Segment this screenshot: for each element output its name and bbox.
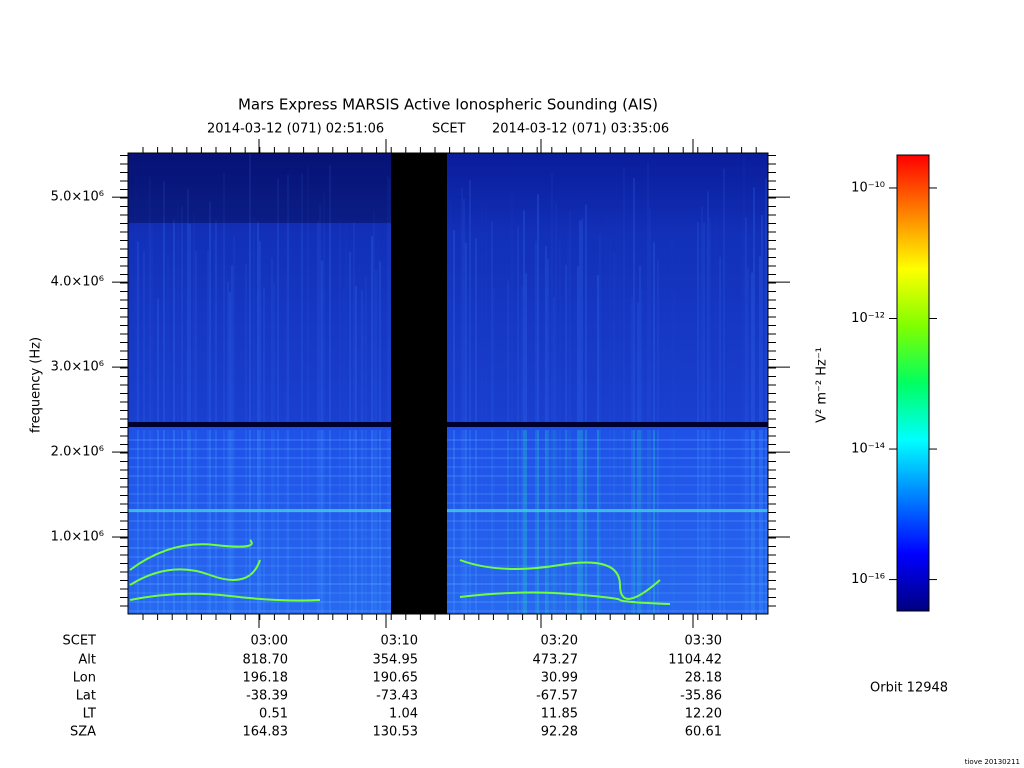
upper-band (128, 153, 768, 425)
row-label: Lon (73, 671, 96, 686)
x-tick-label: 03:10 (381, 634, 418, 649)
ephemeris-cell: 0.51 (259, 707, 288, 722)
ephemeris-cell: 818.70 (243, 653, 289, 668)
row-label: LT (83, 707, 96, 722)
colorbar-tick-label: 10⁻¹² (851, 311, 885, 326)
ephemeris-cell: 92.28 (541, 725, 578, 740)
data-gap (391, 153, 447, 614)
time-scale: SCET (432, 122, 466, 137)
row-label: SCET (63, 634, 97, 649)
minor-ticks (120, 147, 776, 620)
chart-title: Mars Express MARSIS Active Ionospheric S… (238, 96, 658, 114)
trace (459, 591, 671, 605)
y-axis-label: frequency (Hz) (29, 337, 44, 433)
y-tick-label: 5.0×10⁶ (51, 190, 104, 205)
ephemeris-cell: 28.18 (685, 671, 722, 686)
x-tick-label: 03:30 (685, 634, 722, 649)
time-start: 2014-03-12 (071) 02:51:06 (207, 122, 384, 137)
ephemeris-cell: 11.85 (541, 707, 578, 722)
ephemeris-cell: 30.99 (541, 671, 578, 686)
ephemeris-cell: 12.20 (685, 707, 722, 722)
ephemeris-cell: 1.04 (389, 707, 418, 722)
colorbar-tick-label: 10⁻¹⁶ (851, 572, 885, 587)
orbit: Orbit 12948 (870, 681, 948, 696)
y-tick-label: 4.0×10⁶ (51, 275, 104, 290)
x-tick-label: 03:20 (541, 634, 578, 649)
ephemeris-cell: 354.95 (373, 653, 419, 668)
ephemeris-cell: -67.57 (536, 689, 578, 704)
ephemeris-cell: -38.39 (246, 689, 288, 704)
x-tick-label: 03:00 (251, 634, 288, 649)
ephemeris-cell: 1104.42 (668, 653, 722, 668)
time-end: 2014-03-12 (071) 03:35:06 (492, 122, 669, 137)
echo-traces (129, 539, 671, 605)
colorbar-tick-label: 10⁻¹⁴ (851, 442, 885, 457)
y-tick-label: 2.0×10⁶ (51, 445, 104, 460)
ephemeris-cell: 130.53 (373, 725, 419, 740)
top-dark (128, 153, 391, 223)
version: tiove 20130211 (965, 758, 1020, 766)
row-label: Alt (78, 653, 96, 668)
ephemeris-cell: 473.27 (533, 653, 579, 668)
trace (129, 559, 261, 586)
ephemeris-cell: 196.18 (243, 671, 289, 686)
spectrogram (127, 153, 768, 614)
dark-line (128, 422, 768, 427)
y-tick-label: 1.0×10⁶ (51, 530, 104, 545)
plot-frame (127, 152, 769, 615)
colorbar (896, 154, 930, 612)
y-tick-label: 3.0×10⁶ (51, 360, 104, 375)
row-label: SZA (70, 725, 96, 740)
colorbar-label: V² m⁻² Hz⁻¹ (815, 347, 830, 423)
cyan-line (128, 509, 768, 512)
colorbar-tick-label: 10⁻¹⁰ (851, 180, 885, 195)
trace (129, 539, 253, 571)
trace (459, 559, 661, 600)
trace (129, 592, 321, 602)
ephemeris-cell: -35.86 (680, 689, 722, 704)
ephemeris-cell: 60.61 (685, 725, 722, 740)
lower-band (128, 425, 768, 614)
ephemeris-cell: -73.43 (376, 689, 418, 704)
stripes (127, 153, 768, 614)
row-label: Lat (76, 689, 96, 704)
ephemeris-cell: 190.65 (373, 671, 419, 686)
ephemeris-cell: 164.83 (243, 725, 289, 740)
